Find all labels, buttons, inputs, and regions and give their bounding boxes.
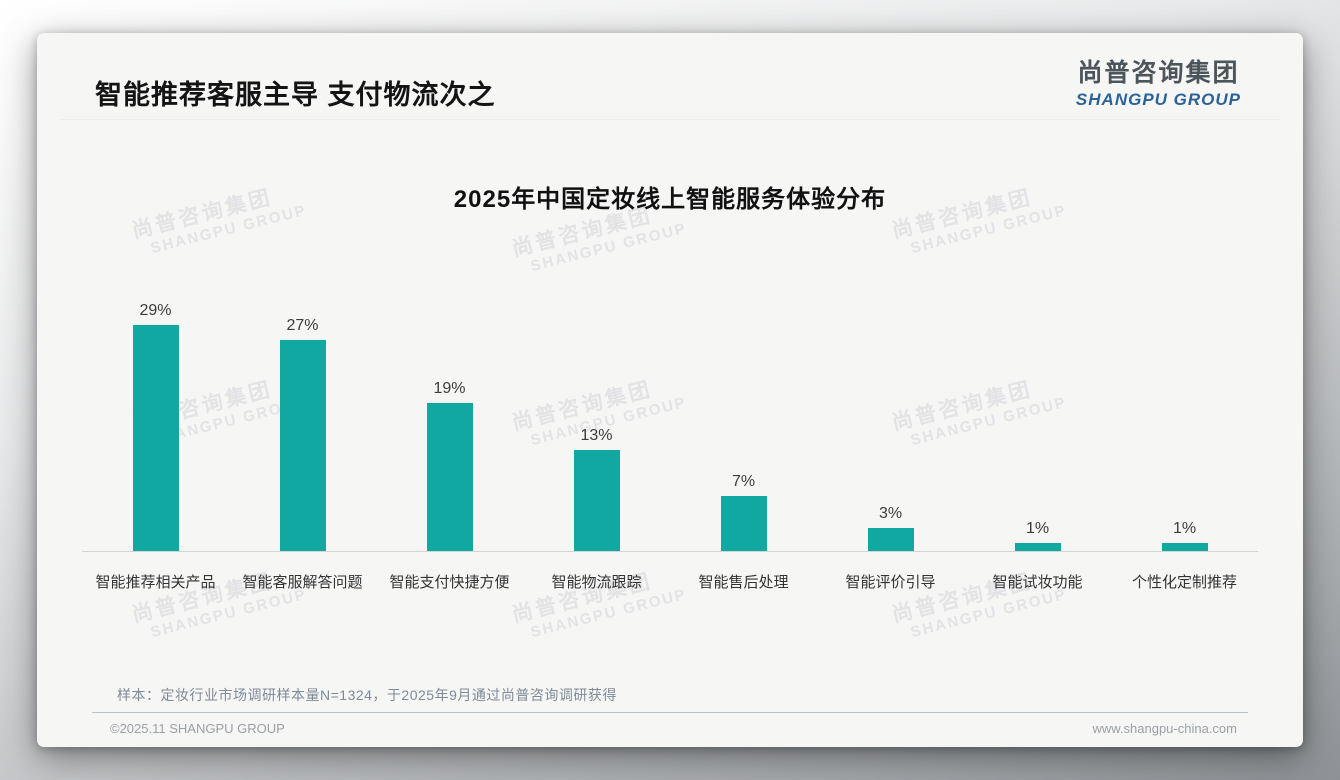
bar-value-label: 29% (139, 302, 172, 319)
header-divider (59, 119, 1281, 120)
bar-column: 13% (523, 427, 670, 551)
category-labels: 智能推荐相关产品 智能客服解答问题 智能支付快捷方便 智能物流跟踪 智能售后处理 智能评价… (82, 571, 1258, 592)
bar-column: 3% (817, 505, 964, 551)
bar-value-label: 1% (1172, 520, 1197, 537)
category-label: 智能评价引导 (845, 574, 936, 591)
bar-column: 19% (376, 380, 523, 551)
bar-value-label: 7% (731, 473, 756, 490)
footer-copyright: ©2025.11 SHANGPU GROUP (110, 721, 285, 736)
category-label: 个性化定制推荐 (1131, 574, 1237, 591)
bar (720, 496, 767, 551)
bar (426, 403, 473, 551)
category-label: 智能售后处理 (698, 574, 789, 591)
footer-website: www.shangpu-china.com (1092, 721, 1237, 736)
bar-value-label: 3% (878, 505, 903, 522)
bar-value-label: 19% (433, 380, 466, 397)
bar (132, 325, 179, 551)
bar-column: 27% (229, 317, 376, 551)
bar-value-label: 1% (1025, 520, 1050, 537)
slide-card: 尚普咨询集团 SHANGPU GROUP 尚普咨询集团 SHANGPU GROUP … (37, 33, 1303, 747)
bar-column: 29% (82, 302, 229, 551)
bar (1014, 543, 1061, 551)
page-title: 智能推荐客服主导 支付物流次之 (95, 80, 496, 110)
logo-cn-text: 尚普咨询集团 (1077, 59, 1240, 87)
category-label: 智能试妆功能 (992, 574, 1083, 591)
bar-column: 1% (1111, 520, 1258, 551)
logo-en-text: SHANGPU GROUP (1075, 90, 1241, 109)
footer-divider (92, 712, 1248, 713)
bar-value-label: 27% (286, 317, 319, 334)
sample-note: 样本：定妆行业市场调研样本量N=1324，于2025年9月通过尚普咨询调研获得 (117, 687, 617, 703)
bar-column: 7% (670, 473, 817, 551)
bar (1161, 543, 1208, 551)
bar (573, 450, 620, 551)
category-label: 智能支付快捷方便 (389, 574, 510, 591)
category-label: 智能推荐相关产品 (95, 574, 216, 591)
category-label: 智能物流跟踪 (551, 574, 642, 591)
bar (867, 528, 914, 551)
bar-value-label: 13% (580, 427, 613, 444)
bar (279, 340, 326, 551)
bar-column: 1% (964, 520, 1111, 551)
bar-group: 29% 27% 19% 13% 7% 3% 1% 1% (82, 302, 1258, 552)
company-logo: 尚普咨询集团 SHANGPU GROUP (1076, 53, 1241, 110)
chart-title: 2025年中国定妆线上智能服务体验分布 (453, 186, 887, 213)
category-label: 智能客服解答问题 (242, 574, 363, 591)
